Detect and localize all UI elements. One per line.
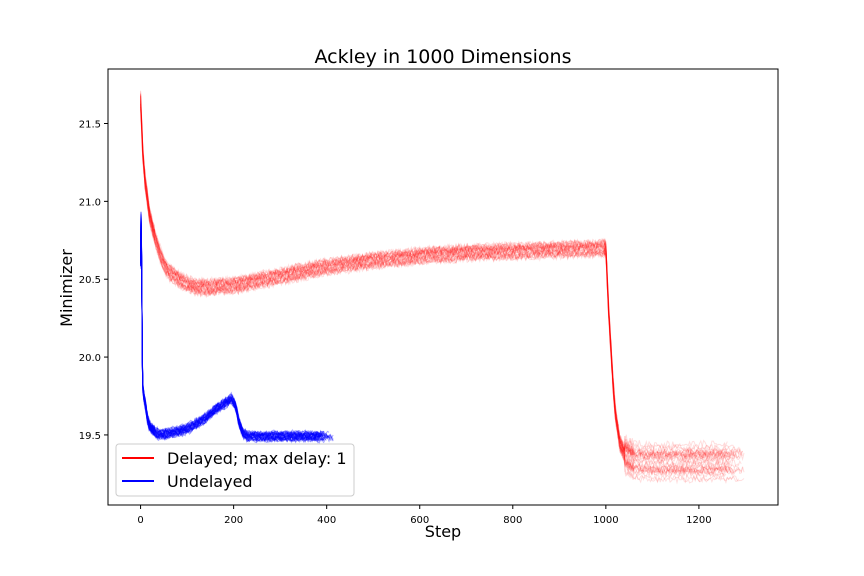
- series-1-run-line: [140, 211, 324, 438]
- y-tick-label: 21.0: [79, 197, 101, 208]
- x-tick-label: 400: [317, 515, 336, 526]
- series-1-run-line: [140, 216, 323, 442]
- series-1-run-line: [140, 214, 320, 440]
- series-1-run-line: [140, 212, 324, 438]
- chart-title: Ackley in 1000 Dimensions: [314, 46, 571, 68]
- series-0-run-line: [140, 99, 735, 460]
- series-1-run-line: [140, 213, 321, 438]
- y-axis: 19.5 20.0 20.5 21.0 21.5: [79, 120, 108, 442]
- series-1-run-line: [140, 216, 323, 438]
- series-0-run-line: [140, 94, 739, 470]
- x-tick-label: 200: [224, 515, 243, 526]
- x-tick-label: 1000: [593, 515, 618, 526]
- x-axis: 0 200 400 600 800 1000 1200: [137, 505, 712, 526]
- x-axis-label: Step: [425, 522, 461, 541]
- series-0-run-line: [140, 96, 728, 451]
- series-1-run-line: [140, 218, 325, 443]
- series-0-run-line: [140, 91, 731, 464]
- series-1-run-line: [140, 215, 326, 439]
- series-1-run-line: [140, 214, 326, 439]
- series-0-run-line: [140, 104, 727, 474]
- series-0-run-line: [140, 103, 731, 476]
- legend-label-undelayed: Undelayed: [167, 472, 253, 491]
- series-0-run-line: [140, 104, 727, 479]
- lines-layer: [140, 90, 745, 485]
- series-0-run-line: [140, 102, 744, 475]
- series-0-run-line: [140, 92, 744, 462]
- series-0-run-line: [140, 96, 732, 474]
- series-0-run-line: [140, 108, 742, 468]
- series-0-run-line: [140, 95, 737, 461]
- series-1-run-line: [140, 221, 334, 443]
- series-1-run-line: [140, 220, 321, 443]
- series-0-run-line: [140, 103, 728, 476]
- series-1-run-line: [140, 221, 319, 444]
- series-1-run-line: [140, 216, 326, 438]
- y-tick-label: 20.5: [79, 275, 101, 286]
- series-0-run-line: [140, 102, 734, 465]
- series-1-run-line: [140, 213, 324, 439]
- series-1-run-line: [140, 220, 334, 443]
- series-0-run-line: [140, 99, 731, 466]
- series-1-run-line: [140, 214, 330, 439]
- series-1-run-line: [140, 222, 326, 444]
- legend: Delayed; max delay: 1 Undelayed: [115, 443, 355, 497]
- series-1-run-line: [140, 215, 330, 441]
- series-1-run-line: [140, 217, 324, 441]
- series-0-run-line: [140, 106, 734, 477]
- series-1-run-line: [140, 212, 320, 437]
- series-0-run-line: [140, 98, 735, 452]
- series-0-run-line: [140, 95, 741, 455]
- x-tick-label: 0: [137, 515, 143, 526]
- legend-box: [115, 443, 355, 497]
- series-1-run-line: [140, 215, 331, 440]
- series-1-run-line: [140, 219, 333, 442]
- y-tick-label: 20.0: [79, 353, 101, 364]
- plot-frame: [107, 68, 779, 506]
- series-1-run-line: [140, 220, 322, 443]
- series-0-run-line: [140, 95, 732, 472]
- series-0-run-line: [140, 106, 745, 485]
- series-1-run-line: [140, 215, 328, 439]
- series-0-run-line: [140, 103, 744, 459]
- series-0-run-line: [140, 106, 745, 476]
- series-1-run-line: [140, 214, 334, 440]
- legend-label-delayed: Delayed; max delay: 1: [167, 449, 347, 468]
- y-axis-label: Minimizer: [57, 249, 76, 327]
- series-1-run-line: [140, 220, 329, 443]
- x-tick-label: 800: [503, 515, 522, 526]
- series-0-run-line: [140, 105, 742, 478]
- x-tick-label: 600: [410, 515, 429, 526]
- series-0-run-line: [140, 93, 727, 463]
- series-1-run-line: [140, 214, 330, 441]
- series-1-run-line: [140, 219, 327, 442]
- series-1-run-line: [140, 219, 334, 442]
- series-0-run-line: [140, 100, 745, 462]
- y-tick-label: 19.5: [79, 431, 101, 442]
- x-tick-label: 1200: [686, 515, 711, 526]
- y-tick-label: 21.5: [79, 120, 101, 131]
- series-0-run-line: [140, 101, 728, 458]
- series-0-run-line: [140, 93, 735, 458]
- series-0-run-line: [140, 90, 741, 461]
- series-1-run-line: [140, 221, 320, 444]
- series-0-run-line: [140, 95, 743, 458]
- series-0-run-line: [140, 106, 739, 484]
